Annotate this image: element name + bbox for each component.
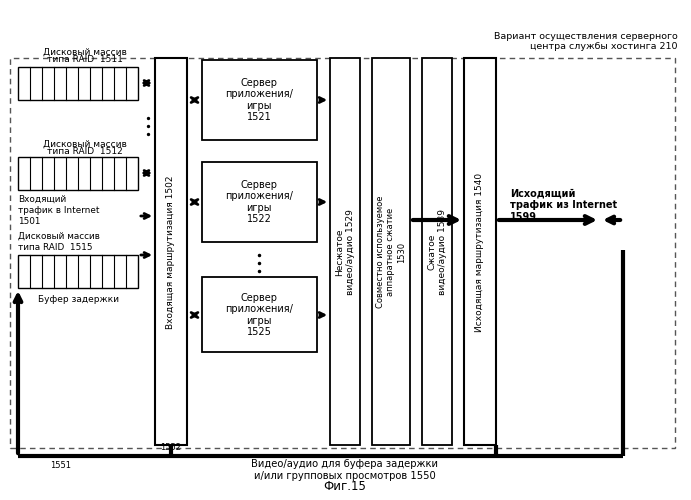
Bar (422, 58, 452, 445)
Text: Входящий
трафик в Internet
1501: Входящий трафик в Internet 1501 (18, 195, 100, 226)
Bar (202, 60, 317, 140)
Text: Сервер
приложения/
игры
1522: Сервер приложения/ игры 1522 (225, 180, 293, 224)
Bar (372, 58, 410, 445)
Text: Фиг.15: Фиг.15 (323, 480, 366, 494)
Text: Дисковый массив: Дисковый массив (43, 48, 127, 56)
Bar (18, 67, 138, 100)
Bar (10, 58, 675, 448)
Text: Видео/аудио для буфера задержки
и/или групповых просмотров 1550: Видео/аудио для буфера задержки и/или гр… (252, 459, 439, 481)
Bar (202, 277, 317, 352)
Text: Исходящая маршрутизация 1540: Исходящая маршрутизация 1540 (475, 172, 484, 332)
Text: Сервер
приложения/
игры
1525: Сервер приложения/ игры 1525 (225, 292, 293, 338)
Text: Совместно используемое
аппаратное сжатие
1530: Совместно используемое аппаратное сжатие… (376, 196, 406, 308)
Text: Исходящий
трафик из Internet
1599: Исходящий трафик из Internet 1599 (510, 188, 617, 222)
Text: Сервер
приложения/
игры
1521: Сервер приложения/ игры 1521 (225, 78, 293, 122)
Text: 1552: 1552 (160, 443, 181, 452)
Text: Несжатое
видео/аудио 1529: Несжатое видео/аудио 1529 (335, 209, 354, 295)
Text: типа RAID  1512: типа RAID 1512 (47, 148, 123, 156)
Bar (202, 162, 317, 242)
Text: Дисковый массив
типа RAID  1515: Дисковый массив типа RAID 1515 (18, 232, 100, 252)
Bar (464, 58, 496, 445)
Bar (18, 255, 138, 288)
Text: Вариант осуществления серверного
центра службы хостинга 210: Вариант осуществления серверного центра … (494, 32, 678, 52)
Bar (155, 58, 187, 445)
Text: 1551: 1551 (50, 461, 71, 470)
Text: Буфер задержки: Буфер задержки (37, 296, 118, 304)
Bar (18, 157, 138, 190)
Bar (330, 58, 360, 445)
Text: Дисковый массив: Дисковый массив (43, 140, 127, 148)
Text: типа RAID  1511: типа RAID 1511 (47, 56, 123, 64)
Text: Входящая маршрутизация 1502: Входящая маршрутизация 1502 (167, 176, 176, 329)
Text: Сжатое
видео/аудио 1539: Сжатое видео/аудио 1539 (427, 209, 446, 295)
